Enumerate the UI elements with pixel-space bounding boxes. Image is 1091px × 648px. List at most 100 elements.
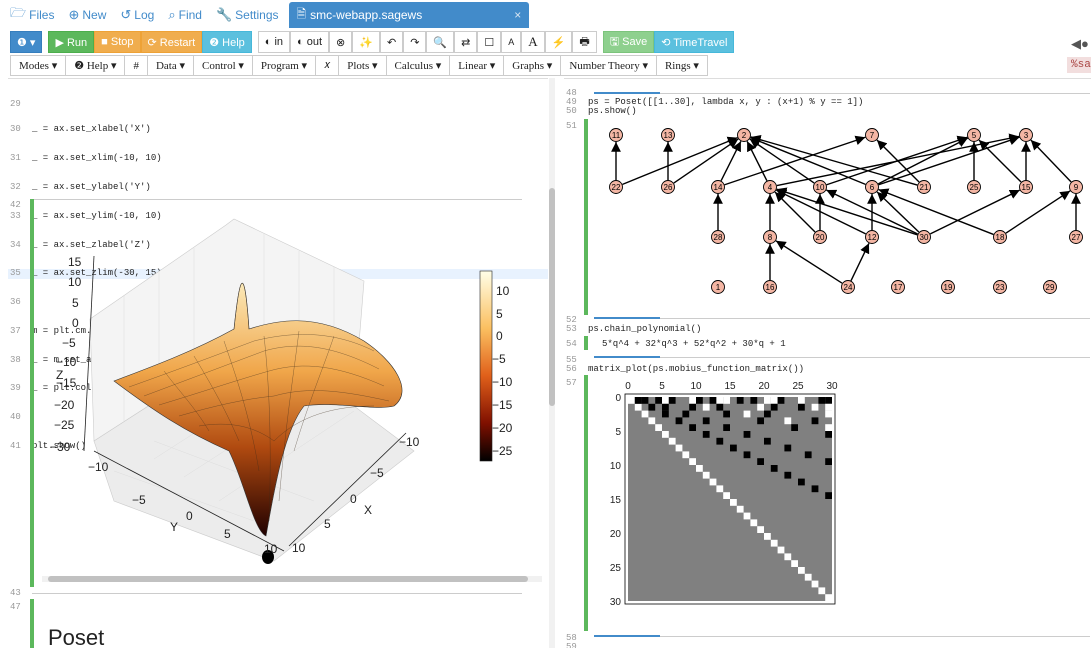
poset-node-label: 2	[742, 131, 747, 140]
menu-rings[interactable]: Rings ▾	[655, 55, 708, 76]
poset-node: 16	[763, 280, 777, 294]
code-line[interactable]: ps.show()	[588, 106, 637, 116]
nav-files[interactable]: 🗁 Files	[10, 4, 54, 26]
poset-node: 15	[1019, 180, 1033, 194]
save-button[interactable]: 🖫 Save	[602, 31, 655, 53]
menu-help[interactable]: ❷ Help ▾	[65, 55, 126, 76]
search-button[interactable]: 🔍	[426, 31, 455, 53]
restart-button[interactable]: ⟳ Restart	[140, 31, 203, 53]
left-scrollbar-thumb[interactable]	[549, 188, 555, 406]
code-line: 33 _ = ax.set_ylim(-10, 10)	[10, 210, 162, 221]
matrix-diagonal-cell	[682, 451, 690, 459]
tab-smc-webapp[interactable]: 🗎 smc-webapp.sagews ×	[288, 2, 530, 28]
line-number: 55	[566, 355, 577, 365]
info-button[interactable]: ❶ ▾	[10, 31, 43, 53]
poset-node: 6	[865, 180, 879, 194]
history-icon: ↺	[120, 7, 132, 22]
font-smaller-button[interactable]: A	[501, 31, 522, 53]
poset-node-circle	[763, 180, 777, 194]
poset-node-label: 17	[894, 283, 903, 292]
matrix-negative-cell	[702, 431, 710, 438]
poset-edge	[878, 135, 1020, 186]
matrix-negative-cell	[648, 403, 656, 411]
matrix-diagonal-cell	[764, 533, 771, 540]
poset-node-label: 13	[664, 131, 673, 140]
poset-node: 12	[865, 230, 879, 244]
code-line[interactable]: matrix_plot(ps.mobius_function_matrix())	[588, 364, 805, 374]
menu-hash[interactable]: #	[124, 55, 148, 76]
line-number: 50	[566, 106, 577, 116]
clear-button[interactable]: ⊗	[329, 31, 353, 53]
nav-settings[interactable]: 🔧 Settings	[215, 7, 279, 22]
poset-node-circle	[737, 128, 751, 142]
mobius-matrix-plot: 0 5 10 15 20 25 30 0 5 10 15 20 25 30	[610, 381, 838, 608]
plus-circle-icon: ⊕	[68, 7, 80, 22]
magic-wand-button[interactable]: ✨	[352, 31, 380, 53]
stop-button[interactable]: ■ Stop	[94, 31, 141, 53]
menu-program[interactable]: Program ▾	[251, 55, 317, 76]
poset-node-label: 24	[844, 283, 853, 292]
menu-plots[interactable]: Plots ▾	[338, 55, 387, 76]
poset-edge	[724, 135, 866, 186]
right-editor-pane[interactable]: 48 49 50 ps = Poset([[1..30], lambda x, …	[564, 78, 1091, 648]
nav-new[interactable]: ⊕ New	[68, 7, 107, 22]
poset-node-circle	[813, 180, 827, 194]
timetravel-button[interactable]: ⟲ TimeTravel	[654, 31, 735, 53]
menu-graphs[interactable]: Graphs ▾	[503, 55, 562, 76]
output-scrollbar-thumb[interactable]	[48, 576, 528, 582]
poset-node: 1	[711, 280, 725, 294]
cell-progress-bar	[594, 356, 660, 358]
menu-x[interactable]: 𝑥	[315, 55, 340, 76]
poset-node: 9	[1069, 180, 1083, 194]
output-marker	[584, 119, 588, 315]
colorbar-tick: −10	[492, 375, 513, 389]
matrix-negative-cell	[804, 451, 812, 459]
matrix-positive-cell	[825, 424, 832, 431]
colorbar-tick: −25	[492, 444, 513, 458]
cell-progress-bar	[594, 92, 660, 94]
redo-button[interactable]: ↷	[403, 31, 427, 53]
box-button[interactable]: ☐	[477, 31, 502, 53]
poset-node: 30	[917, 230, 931, 244]
matrix-negative-cell	[825, 397, 832, 404]
matrix-negative-cell	[764, 437, 771, 445]
poset-edge	[749, 138, 815, 184]
menu-data[interactable]: Data ▾	[146, 55, 195, 76]
menu-linear[interactable]: Linear ▾	[449, 55, 505, 76]
poset-node-label: 9	[1074, 183, 1079, 192]
menu-control[interactable]: Control ▾	[193, 55, 253, 76]
in-button[interactable]: ◐ in	[257, 31, 291, 53]
swap-button[interactable]: ⇄	[454, 31, 478, 53]
code-line[interactable]: ps = Poset([[1..30], lambda x, y : (x+1)…	[588, 97, 864, 107]
poset-node-circle	[865, 180, 879, 194]
matrix-diagonal-cell	[675, 444, 683, 452]
matrix-diagonal-cell	[757, 526, 764, 533]
poset-edge	[622, 136, 738, 186]
nav-find[interactable]: ⌕ Find	[168, 7, 202, 22]
matrix-negative-cell	[750, 397, 758, 404]
code-line[interactable]: ps.chain_polynomial()	[588, 324, 702, 334]
undo-button[interactable]: ↶	[379, 31, 404, 53]
run-button[interactable]: ▶ Run	[48, 31, 95, 53]
bolt-button[interactable]: ⚡	[544, 31, 573, 53]
colorbar-ticks: 10 5 0 −5 −10 −15 −20 −25	[492, 284, 513, 458]
menu-modes[interactable]: Modes ▾	[10, 55, 67, 76]
print-button[interactable]: 🖶	[572, 31, 597, 53]
font-larger-button[interactable]: A	[521, 31, 545, 53]
poset-edge	[775, 240, 843, 284]
left-editor-pane[interactable]: 29 30 _ = ax.set_xlabel('X') 31 _ = ax.set…	[8, 78, 548, 648]
poset-node: 27	[1069, 230, 1083, 244]
chat-icon[interactable]: ◀●	[1071, 36, 1089, 51]
matrix-diagonal-cell	[798, 567, 805, 574]
menu-number-theory[interactable]: Number Theory ▾	[560, 55, 657, 76]
poset-node-label: 22	[612, 183, 621, 192]
help-button[interactable]: ❷ Help	[202, 31, 252, 53]
poset-node: 11	[609, 128, 623, 142]
nav-log[interactable]: ↺ Log	[120, 7, 155, 22]
matrix-positive-cell	[723, 397, 730, 404]
close-icon[interactable]: ×	[514, 8, 522, 22]
poset-node-label: 30	[920, 233, 929, 242]
menu-calculus[interactable]: Calculus ▾	[385, 55, 451, 76]
matrix-negative-cell	[811, 417, 819, 425]
out-button[interactable]: ◐ out	[290, 31, 330, 53]
